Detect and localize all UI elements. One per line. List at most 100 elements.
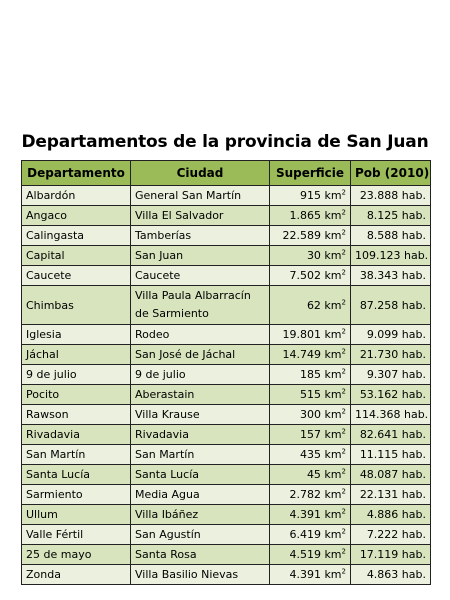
table-row: Pocito Aberastain 515 km2 53.162 hab.: [21, 384, 431, 405]
cell-departamento: Pocito: [21, 384, 131, 405]
table-row: Caucete Caucete 7.502 km2 38.343 hab.: [21, 265, 431, 286]
cell-ciudad: San José de Jáchal: [130, 344, 270, 365]
superficie-value: 45 km: [306, 468, 342, 481]
cell-departamento: Albardón: [21, 185, 131, 206]
cell-departamento: Santa Lucía: [21, 464, 131, 485]
header-superficie: Superficie: [269, 160, 351, 186]
superficie-value: 515 km: [299, 388, 342, 401]
cell-pob: 82.641 hab.: [350, 424, 431, 445]
table-row: Rawson Villa Krause 300 km2 114.368 hab.: [21, 404, 431, 425]
superficie-value: 4.391 km: [289, 508, 342, 521]
superficie-value: 300 km: [299, 408, 342, 421]
header-pob: Pob (2010): [350, 160, 431, 186]
cell-departamento: 25 de mayo: [21, 544, 131, 565]
table-row: Calingasta Tamberías 22.589 km2 8.588 hab.: [21, 225, 431, 246]
cell-superficie: 7.502 km2: [269, 265, 351, 286]
cell-superficie: 4.519 km2: [269, 544, 351, 565]
table-row: Iglesia Rodeo 19.801 km2 9.099 hab.: [21, 324, 431, 345]
cell-superficie: 435 km2: [269, 444, 351, 465]
unit-superscript: 2: [341, 268, 346, 277]
cell-ciudad: Villa Krause: [130, 404, 270, 425]
cell-ciudad: Villa Ibáñez: [130, 504, 270, 525]
cell-superficie: 515 km2: [269, 384, 351, 405]
cell-pob: 38.343 hab.: [350, 265, 431, 286]
cell-pob: 4.863 hab.: [350, 564, 431, 585]
unit-superscript: 2: [341, 507, 346, 516]
cell-ciudad: Villa Basilio Nievas: [130, 564, 270, 585]
cell-ciudad: San Juan: [130, 245, 270, 266]
cell-departamento: Valle Fértil: [21, 524, 131, 545]
cell-departamento: Rawson: [21, 404, 131, 425]
unit-superscript: 2: [341, 188, 346, 197]
superficie-value: 915 km: [299, 189, 342, 202]
cell-departamento: Chimbas: [21, 285, 131, 325]
cell-departamento: Angaco: [21, 205, 131, 226]
cell-pob: 87.258 hab.: [350, 285, 431, 325]
cell-superficie: 2.782 km2: [269, 484, 351, 505]
superficie-value: 22.589 km: [282, 229, 342, 242]
cell-superficie: 30 km2: [269, 245, 351, 266]
table-row: 9 de julio 9 de julio 185 km2 9.307 hab.: [21, 364, 431, 385]
cell-superficie: 14.749 km2: [269, 344, 351, 365]
unit-superscript: 2: [341, 527, 346, 536]
table-row: San Martín San Martín 435 km2 11.115 hab.: [21, 444, 431, 465]
cell-pob: 114.368 hab.: [350, 404, 431, 425]
cell-superficie: 22.589 km2: [269, 225, 351, 246]
unit-superscript: 2: [341, 407, 346, 416]
cell-superficie: 4.391 km2: [269, 504, 351, 525]
superficie-value: 157 km: [299, 428, 342, 441]
cell-ciudad: San Agustín: [130, 524, 270, 545]
table-row: Ullum Villa Ibáñez 4.391 km2 4.886 hab.: [21, 504, 431, 525]
cell-pob: 17.119 hab.: [350, 544, 431, 565]
cell-pob: 21.730 hab.: [350, 344, 431, 365]
superficie-value: 14.749 km: [282, 348, 342, 361]
cell-departamento: Caucete: [21, 265, 131, 286]
cell-ciudad: Tamberías: [130, 225, 270, 246]
cell-departamento: Iglesia: [21, 324, 131, 345]
cell-pob: 48.087 hab.: [350, 464, 431, 485]
unit-superscript: 2: [341, 347, 346, 356]
cell-superficie: 4.391 km2: [269, 564, 351, 585]
unit-superscript: 2: [341, 427, 346, 436]
superficie-value: 30 km: [306, 249, 342, 262]
unit-superscript: 2: [341, 567, 346, 576]
cell-ciudad: Santa Lucía: [130, 464, 270, 485]
cell-departamento: Jáchal: [21, 344, 131, 365]
superficie-value: 185 km: [299, 368, 342, 381]
cell-pob: 23.888 hab.: [350, 185, 431, 206]
cell-superficie: 6.419 km2: [269, 524, 351, 545]
cell-departamento: Zonda: [21, 564, 131, 585]
table-body: Albardón General San Martín 915 km2 23.888 …: [21, 185, 431, 585]
header-departamento: Departamento: [21, 160, 131, 186]
cell-superficie: 185 km2: [269, 364, 351, 385]
cell-pob: 109.123 hab.: [350, 245, 431, 266]
cell-pob: 11.115 hab.: [350, 444, 431, 465]
cell-departamento: Rivadavia: [21, 424, 131, 445]
cell-ciudad: San Martín: [130, 444, 270, 465]
cell-ciudad: Santa Rosa: [130, 544, 270, 565]
table-row: Valle Fértil San Agustín 6.419 km2 7.222 ha…: [21, 524, 431, 545]
superficie-value: 4.391 km: [289, 568, 342, 581]
unit-superscript: 2: [341, 367, 346, 376]
table-row: Chimbas Villa Paula Albarracín de Sarmien…: [21, 285, 431, 325]
cell-pob: 9.099 hab.: [350, 324, 431, 345]
cell-ciudad: Rivadavia: [130, 424, 270, 445]
superficie-value: 6.419 km: [289, 528, 342, 541]
cell-pob: 9.307 hab.: [350, 364, 431, 385]
cell-superficie: 915 km2: [269, 185, 351, 206]
unit-superscript: 2: [341, 228, 346, 237]
cell-departamento: Capital: [21, 245, 131, 266]
cell-superficie: 300 km2: [269, 404, 351, 425]
cell-pob: 7.222 hab.: [350, 524, 431, 545]
table-row: 25 de mayo Santa Rosa 4.519 km2 17.119 hab.: [21, 544, 431, 565]
cell-departamento: San Martín: [21, 444, 131, 465]
cell-pob: 8.125 hab.: [350, 205, 431, 226]
unit-superscript: 2: [341, 447, 346, 456]
cell-departamento: Sarmiento: [21, 484, 131, 505]
table-row: Rivadavia Rivadavia 157 km2 82.641 hab.: [21, 424, 431, 445]
table-row: Angaco Villa El Salvador 1.865 km2 8.125 ha…: [21, 205, 431, 226]
cell-departamento: Ullum: [21, 504, 131, 525]
superficie-value: 4.519 km: [289, 548, 342, 561]
cell-superficie: 157 km2: [269, 424, 351, 445]
table-header-row: Departamento Ciudad Superficie Pob (2010…: [21, 160, 431, 186]
